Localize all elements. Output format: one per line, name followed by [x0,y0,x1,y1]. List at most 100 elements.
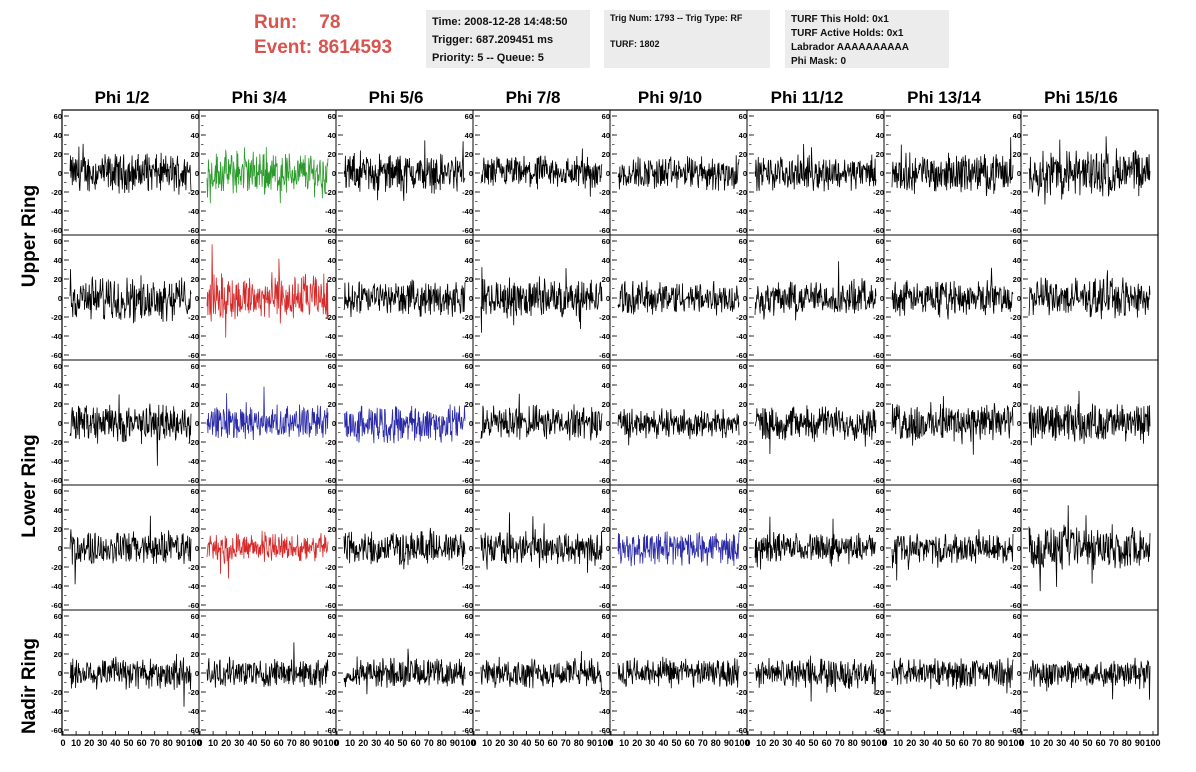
waveform-series-r4-c3 [480,650,603,692]
x-tick-label: 30 [919,738,929,748]
y-tick-label: 40 [328,631,336,640]
x-tick-label: 60 [822,738,832,748]
y-tick-label: -40 [599,582,610,591]
y-tick-label: -40 [462,207,473,216]
y-tick-label: 0 [606,294,610,303]
y-tick-label: 40 [1013,131,1021,140]
y-tick-label: -20 [873,313,884,322]
y-tick-label: 20 [1013,400,1021,409]
y-tick-label: -20 [873,438,884,447]
event-value: 8614593 [318,37,393,58]
x-tick-label: 90 [998,738,1008,748]
y-tick-label: 60 [739,362,747,371]
y-tick-label: -40 [188,707,199,716]
y-tick-label: 40 [602,256,610,265]
y-tick-label: -20 [188,563,199,572]
y-tick-label: -60 [51,476,62,485]
turf-info-box: TURF This Hold: 0x1 TURF Active Holds: 0… [785,10,949,68]
column-header-phi-1-2: Phi 1/2 [94,88,150,107]
y-tick-label: 20 [602,400,610,409]
y-tick-label: -40 [873,707,884,716]
y-tick-label: -20 [51,438,62,447]
y-tick-label: 40 [191,506,199,515]
x-tick-label: 80 [985,738,995,748]
y-tick-label: 40 [876,131,884,140]
y-tick-label: 0 [1017,544,1021,553]
y-tick-label: 20 [328,275,336,284]
y-tick-label: -20 [325,438,336,447]
y-tick-label: -20 [1010,313,1021,322]
y-tick-label: 20 [54,275,62,284]
y-tick-label: 0 [606,669,610,678]
y-tick-label: 60 [465,362,473,371]
x-tick-label: 10 [345,738,355,748]
y-tick-label: 20 [191,150,199,159]
x-tick-label: 70 [835,738,845,748]
y-tick-label: -40 [188,582,199,591]
y-tick-label: -60 [325,351,336,360]
y-tick-label: 60 [876,237,884,246]
y-tick-label: -20 [599,313,610,322]
x-tick-label: 30 [508,738,518,748]
y-tick-label: 0 [743,419,747,428]
y-tick-label: 40 [876,256,884,265]
y-tick-label: 20 [739,150,747,159]
y-tick-label: 0 [1017,294,1021,303]
waveform-series-r3-c2 [343,527,466,570]
y-tick-label: -40 [873,582,884,591]
x-tick-label: 80 [848,738,858,748]
column-header-phi-13-14: Phi 13/14 [907,88,981,107]
y-tick-label: 60 [602,612,610,621]
y-tick-label: -60 [599,601,610,610]
y-tick-label: 0 [743,544,747,553]
x-tick-label: 80 [574,738,584,748]
y-tick-label: 0 [743,169,747,178]
y-tick-label: 60 [1013,362,1021,371]
y-tick-label: 40 [328,256,336,265]
waveform-series-r0-c4 [617,155,740,191]
x-tick-label: 10 [893,738,903,748]
y-tick-label: 40 [876,631,884,640]
y-tick-label: -60 [736,476,747,485]
column-header-phi-9-10: Phi 9/10 [637,88,703,107]
y-tick-label: -20 [462,188,473,197]
x-tick-label: 40 [521,738,531,748]
y-tick-label: -20 [873,563,884,572]
y-tick-label: 40 [465,506,473,515]
y-tick-label: -60 [325,726,336,735]
y-tick-label: 20 [876,275,884,284]
x-tick-label: 100 [186,738,201,748]
x-tick-label: 100 [460,738,475,748]
y-tick-label: 40 [876,381,884,390]
y-tick-label: 20 [328,525,336,534]
y-tick-label: -20 [1010,688,1021,697]
y-tick-label: -60 [873,226,884,235]
y-tick-label: 60 [1013,487,1021,496]
x-tick-label: 100 [1008,738,1023,748]
y-tick-label: 0 [469,669,473,678]
y-tick-label: -60 [188,476,199,485]
x-tick-label: 30 [1056,738,1066,748]
y-tick-label: -40 [736,457,747,466]
y-tick-label: 20 [191,275,199,284]
x-tick-label: 100 [597,738,612,748]
y-tick-label: 20 [602,150,610,159]
y-tick-label: 20 [54,525,62,534]
waveform-series-r1-c3 [480,267,603,333]
y-tick-label: -20 [51,688,62,697]
y-tick-label: 0 [195,669,199,678]
x-tick-label: 90 [724,738,734,748]
y-tick-label: -20 [736,188,747,197]
y-tick-label: -20 [462,438,473,447]
y-tick-label: -20 [51,563,62,572]
y-tick-label: 20 [739,275,747,284]
x-tick-label: 40 [932,738,942,748]
y-tick-label: -40 [325,207,336,216]
y-tick-label: -40 [462,457,473,466]
waveform-series-r1-c7 [1028,270,1151,320]
x-tick-label: 10 [1030,738,1040,748]
y-tick-label: 60 [328,112,336,121]
y-tick-label: 60 [602,487,610,496]
y-tick-label: -20 [325,313,336,322]
